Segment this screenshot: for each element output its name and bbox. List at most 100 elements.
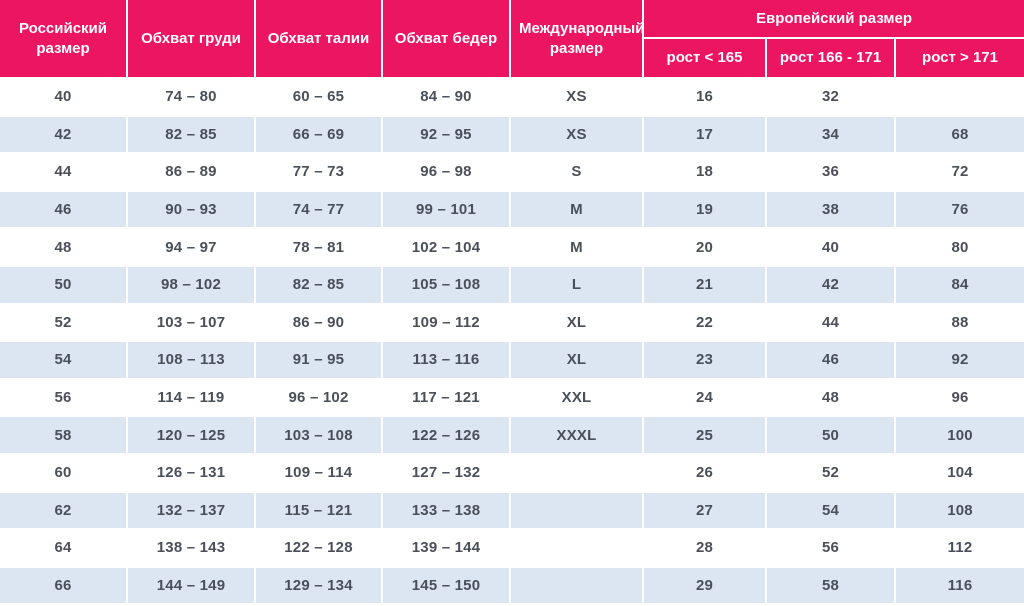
cell-russian-size: 58 bbox=[0, 417, 126, 453]
cell-chest: 114 – 119 bbox=[128, 379, 254, 416]
cell-eu-height-166-171: 46 bbox=[767, 342, 894, 378]
cell-hips: 109 – 112 bbox=[383, 304, 509, 341]
table-row: 46 90 – 93 74 – 77 99 – 101 M 19 38 76 bbox=[0, 191, 1024, 228]
col-header-height-166-171: рост 166 - 171 bbox=[767, 39, 894, 77]
cell-eu-height-166-171: 34 bbox=[767, 116, 894, 153]
cell-international-size: M bbox=[511, 191, 642, 228]
cell-eu-height-gt-171: 96 bbox=[896, 379, 1024, 416]
cell-eu-height-gt-171: 80 bbox=[896, 229, 1024, 265]
cell-international-size: M bbox=[511, 229, 642, 265]
cell-waist: 115 – 121 bbox=[256, 492, 381, 529]
cell-waist: 86 – 90 bbox=[256, 304, 381, 341]
cell-chest: 103 – 107 bbox=[128, 304, 254, 341]
cell-waist: 78 – 81 bbox=[256, 229, 381, 265]
cell-chest: 86 – 89 bbox=[128, 154, 254, 190]
cell-hips: 122 – 126 bbox=[383, 417, 509, 453]
cell-eu-height-166-171: 38 bbox=[767, 191, 894, 228]
cell-waist: 77 – 73 bbox=[256, 154, 381, 190]
cell-international-size: S bbox=[511, 154, 642, 190]
cell-chest: 82 – 85 bbox=[128, 116, 254, 153]
table-row: 60 126 – 131 109 – 114 127 – 132 26 52 1… bbox=[0, 454, 1024, 491]
col-header-international-size: Международный размер bbox=[511, 0, 644, 77]
table-row: 64 138 – 143 122 – 128 139 – 144 28 56 1… bbox=[0, 530, 1024, 566]
cell-eu-height-lt-165: 28 bbox=[644, 530, 765, 566]
cell-hips: 133 – 138 bbox=[383, 492, 509, 529]
cell-eu-height-166-171: 32 bbox=[767, 79, 894, 115]
cell-hips: 127 – 132 bbox=[383, 454, 509, 491]
cell-hips: 92 – 95 bbox=[383, 116, 509, 153]
cell-eu-height-166-171: 56 bbox=[767, 530, 894, 566]
cell-waist: 74 – 77 bbox=[256, 191, 381, 228]
size-table-body: 40 74 – 80 60 – 65 84 – 90 XS 16 32 42 8… bbox=[0, 79, 1024, 604]
cell-international-size: XS bbox=[511, 79, 642, 115]
cell-eu-height-lt-165: 22 bbox=[644, 304, 765, 341]
cell-chest: 90 – 93 bbox=[128, 191, 254, 228]
col-header-height-gt-171: рост > 171 bbox=[896, 39, 1024, 77]
cell-russian-size: 44 bbox=[0, 154, 126, 190]
col-header-hips: Обхват бедер bbox=[383, 0, 509, 77]
cell-eu-height-lt-165: 26 bbox=[644, 454, 765, 491]
cell-eu-height-gt-171 bbox=[896, 79, 1024, 115]
header-row-top: Российский размер Обхват груди Обхват та… bbox=[0, 0, 1024, 77]
cell-eu-height-lt-165: 24 bbox=[644, 379, 765, 416]
cell-waist: 91 – 95 bbox=[256, 342, 381, 378]
cell-russian-size: 42 bbox=[0, 116, 126, 153]
cell-eu-height-166-171: 54 bbox=[767, 492, 894, 529]
cell-international-size: XL bbox=[511, 342, 642, 378]
cell-russian-size: 62 bbox=[0, 492, 126, 529]
cell-eu-height-gt-171: 104 bbox=[896, 454, 1024, 491]
cell-waist: 82 – 85 bbox=[256, 266, 381, 303]
cell-russian-size: 64 bbox=[0, 530, 126, 566]
cell-russian-size: 46 bbox=[0, 191, 126, 228]
cell-russian-size: 66 bbox=[0, 567, 126, 604]
cell-russian-size: 56 bbox=[0, 379, 126, 416]
cell-hips: 96 – 98 bbox=[383, 154, 509, 190]
cell-eu-height-gt-171: 100 bbox=[896, 417, 1024, 453]
cell-chest: 74 – 80 bbox=[128, 79, 254, 115]
cell-chest: 94 – 97 bbox=[128, 229, 254, 265]
cell-international-size: XL bbox=[511, 304, 642, 341]
cell-waist: 60 – 65 bbox=[256, 79, 381, 115]
cell-hips: 84 – 90 bbox=[383, 79, 509, 115]
cell-eu-height-gt-171: 76 bbox=[896, 191, 1024, 228]
cell-eu-height-gt-171: 116 bbox=[896, 567, 1024, 604]
cell-russian-size: 48 bbox=[0, 229, 126, 265]
cell-eu-height-gt-171: 108 bbox=[896, 492, 1024, 529]
col-header-waist: Обхват талии bbox=[256, 0, 381, 77]
col-header-height-lt-165: рост < 165 bbox=[644, 39, 765, 77]
cell-eu-height-lt-165: 25 bbox=[644, 417, 765, 453]
cell-eu-height-lt-165: 27 bbox=[644, 492, 765, 529]
cell-eu-height-166-171: 36 bbox=[767, 154, 894, 190]
cell-chest: 138 – 143 bbox=[128, 530, 254, 566]
cell-eu-height-lt-165: 16 bbox=[644, 79, 765, 115]
cell-international-size: XS bbox=[511, 116, 642, 153]
cell-international-size bbox=[511, 530, 642, 566]
cell-eu-height-166-171: 44 bbox=[767, 304, 894, 341]
table-row: 56 114 – 119 96 – 102 117 – 121 XXL 24 4… bbox=[0, 379, 1024, 416]
table-row: 50 98 – 102 82 – 85 105 – 108 L 21 42 84 bbox=[0, 266, 1024, 303]
col-header-european-size-group: Европейский размер bbox=[644, 0, 1024, 37]
cell-international-size: XXL bbox=[511, 379, 642, 416]
cell-eu-height-166-171: 50 bbox=[767, 417, 894, 453]
cell-hips: 105 – 108 bbox=[383, 266, 509, 303]
cell-eu-height-166-171: 58 bbox=[767, 567, 894, 604]
cell-eu-height-lt-165: 23 bbox=[644, 342, 765, 378]
cell-eu-height-gt-171: 112 bbox=[896, 530, 1024, 566]
cell-russian-size: 50 bbox=[0, 266, 126, 303]
cell-international-size: L bbox=[511, 266, 642, 303]
cell-russian-size: 54 bbox=[0, 342, 126, 378]
table-row: 48 94 – 97 78 – 81 102 – 104 M 20 40 80 bbox=[0, 229, 1024, 265]
cell-hips: 99 – 101 bbox=[383, 191, 509, 228]
cell-hips: 102 – 104 bbox=[383, 229, 509, 265]
cell-eu-height-lt-165: 29 bbox=[644, 567, 765, 604]
table-row: 40 74 – 80 60 – 65 84 – 90 XS 16 32 bbox=[0, 79, 1024, 115]
cell-waist: 96 – 102 bbox=[256, 379, 381, 416]
cell-eu-height-lt-165: 19 bbox=[644, 191, 765, 228]
cell-eu-height-gt-171: 92 bbox=[896, 342, 1024, 378]
cell-waist: 129 – 134 bbox=[256, 567, 381, 604]
cell-waist: 122 – 128 bbox=[256, 530, 381, 566]
cell-eu-height-gt-171: 68 bbox=[896, 116, 1024, 153]
cell-eu-height-lt-165: 17 bbox=[644, 116, 765, 153]
